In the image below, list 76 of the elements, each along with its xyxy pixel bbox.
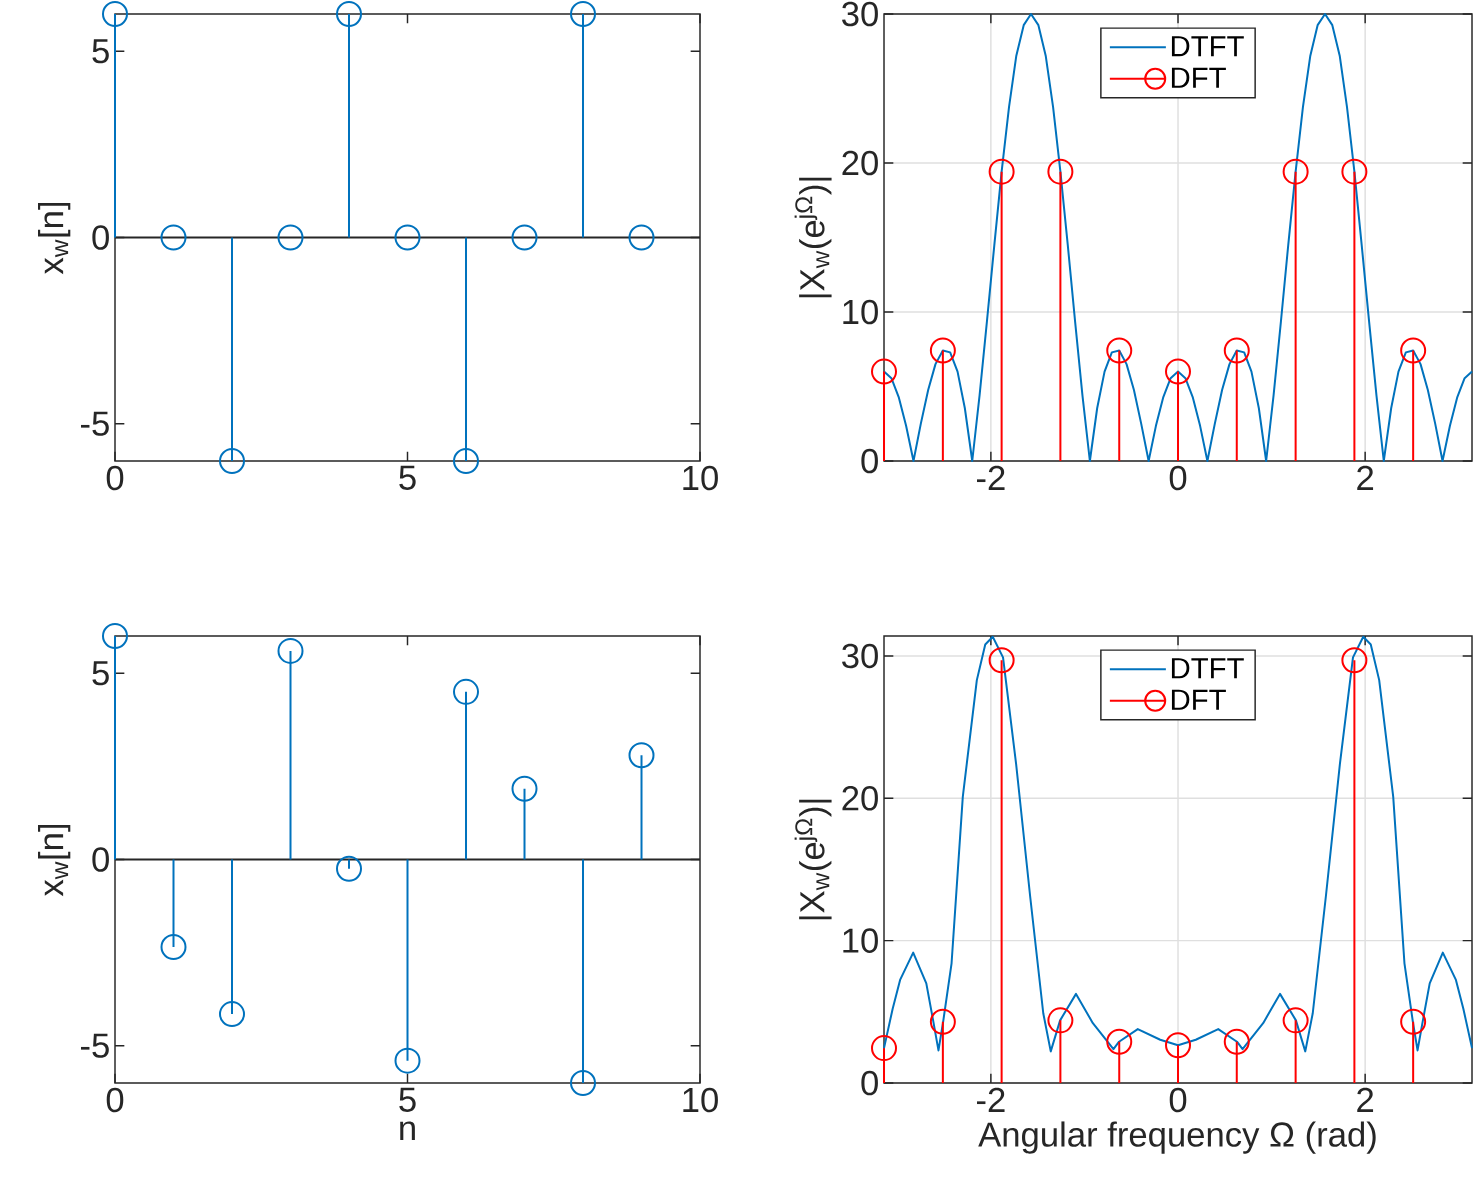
point (988, 647, 1015, 674)
y-tick-label: 0 (861, 448, 878, 474)
point (929, 337, 956, 364)
point (1047, 1007, 1074, 1034)
point (1400, 337, 1427, 364)
point (219, 1001, 245, 1028)
point (394, 1047, 421, 1074)
y-tick-label: 30 (842, 1, 878, 27)
y-tick-label: 20 (842, 150, 878, 176)
point (1282, 1007, 1309, 1034)
point (336, 0, 362, 27)
point (1165, 1032, 1192, 1059)
legend-label: DTFT (1171, 36, 1244, 57)
point (1223, 1028, 1250, 1055)
point (1106, 337, 1133, 364)
x-tick-label: 10 (683, 465, 718, 491)
point (160, 224, 187, 251)
x-tick-label: 5 (399, 1087, 416, 1112)
x-tick-label: 5 (399, 465, 416, 490)
x-tick-label: -2 (977, 465, 1005, 490)
point (570, 0, 596, 27)
y-tick-label: 30 (842, 643, 878, 669)
point (871, 358, 898, 385)
point (929, 1008, 956, 1035)
point (988, 158, 1015, 185)
y-tick-label: 0 (92, 847, 109, 872)
x-tick-label: 0 (1169, 465, 1187, 491)
point (1341, 647, 1368, 674)
legend-label: DFT (1171, 67, 1226, 88)
y-tick-label: 0 (92, 225, 109, 250)
x-tick-label: 0 (1169, 1087, 1187, 1113)
point (102, 623, 128, 649)
y-tick-label: 10 (843, 299, 878, 325)
legend-label: DFT (1171, 689, 1226, 710)
point (511, 775, 538, 802)
point (102, 0, 128, 27)
y-axis-title: |X$_{w}$(e$^{jΩ}$)| (794, 799, 832, 920)
point (570, 1070, 596, 1096)
point (1106, 1028, 1133, 1055)
x-axis-title: Angular frequency Ω (rad) (978, 1121, 1376, 1154)
point (1282, 158, 1309, 185)
y-axis-title: x$_{w}$[n] (38, 202, 71, 275)
point (277, 224, 304, 251)
point (511, 224, 538, 251)
point (871, 1035, 898, 1062)
x-tick-label: 10 (683, 1087, 718, 1113)
point (160, 934, 187, 961)
x-tick-label: 2 (1357, 1087, 1374, 1112)
point (394, 224, 421, 251)
line-series (883, 12, 1474, 462)
y-axis-title: |X$_{w}$(e$^{jΩ}$)| (794, 177, 832, 298)
point (1165, 358, 1192, 385)
y-tick-label: 5 (92, 661, 109, 686)
point (628, 224, 655, 251)
y-tick-label: -5 (81, 411, 109, 436)
y-axis-title: x$_{w}$[n] (38, 824, 71, 897)
line-series (883, 635, 1474, 1053)
point (453, 447, 479, 474)
point (1341, 158, 1368, 185)
legend-label: DTFT (1171, 658, 1244, 679)
y-tick-label: 10 (843, 928, 878, 953)
point (219, 447, 245, 474)
point (1400, 1008, 1427, 1035)
x-tick-label: 2 (1357, 465, 1374, 490)
point (277, 637, 304, 664)
point (1223, 337, 1250, 364)
y-tick-label: 0 (861, 1070, 878, 1096)
y-tick-label: -5 (81, 1033, 109, 1058)
x-axis-title: n (400, 1121, 415, 1141)
y-tick-label: 5 (92, 39, 109, 64)
point (336, 855, 362, 882)
x-tick-label: -2 (977, 1087, 1005, 1112)
y-tick-label: 20 (842, 786, 878, 811)
point (628, 742, 655, 769)
point (453, 678, 479, 705)
point (1047, 158, 1074, 185)
